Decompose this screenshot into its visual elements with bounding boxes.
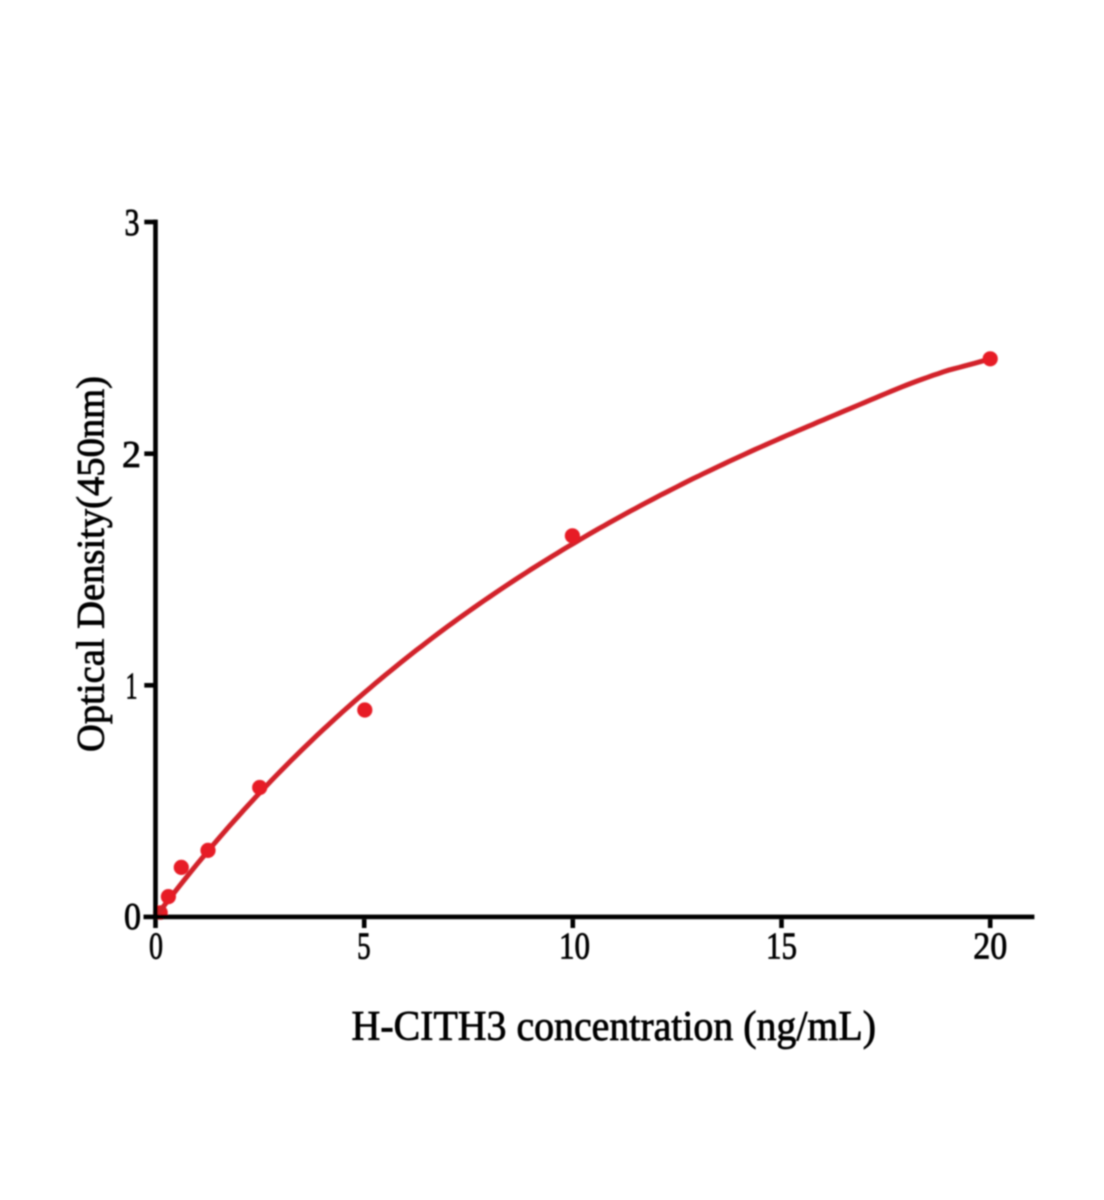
svg-text:15: 15 bbox=[766, 926, 797, 968]
svg-text:1: 1 bbox=[126, 665, 138, 707]
svg-text:3: 3 bbox=[125, 202, 140, 244]
svg-text:10: 10 bbox=[559, 926, 590, 968]
svg-text:5: 5 bbox=[357, 926, 371, 968]
svg-text:20: 20 bbox=[973, 926, 1007, 968]
svg-text:0: 0 bbox=[149, 926, 163, 968]
svg-text:2: 2 bbox=[122, 434, 141, 476]
svg-text:H-CITH3 concentration (ng/mL): H-CITH3 concentration (ng/mL) bbox=[352, 1004, 877, 1050]
svg-text:0: 0 bbox=[124, 896, 141, 938]
svg-text:Optical Density(450nm): Optical Density(450nm) bbox=[69, 376, 113, 752]
